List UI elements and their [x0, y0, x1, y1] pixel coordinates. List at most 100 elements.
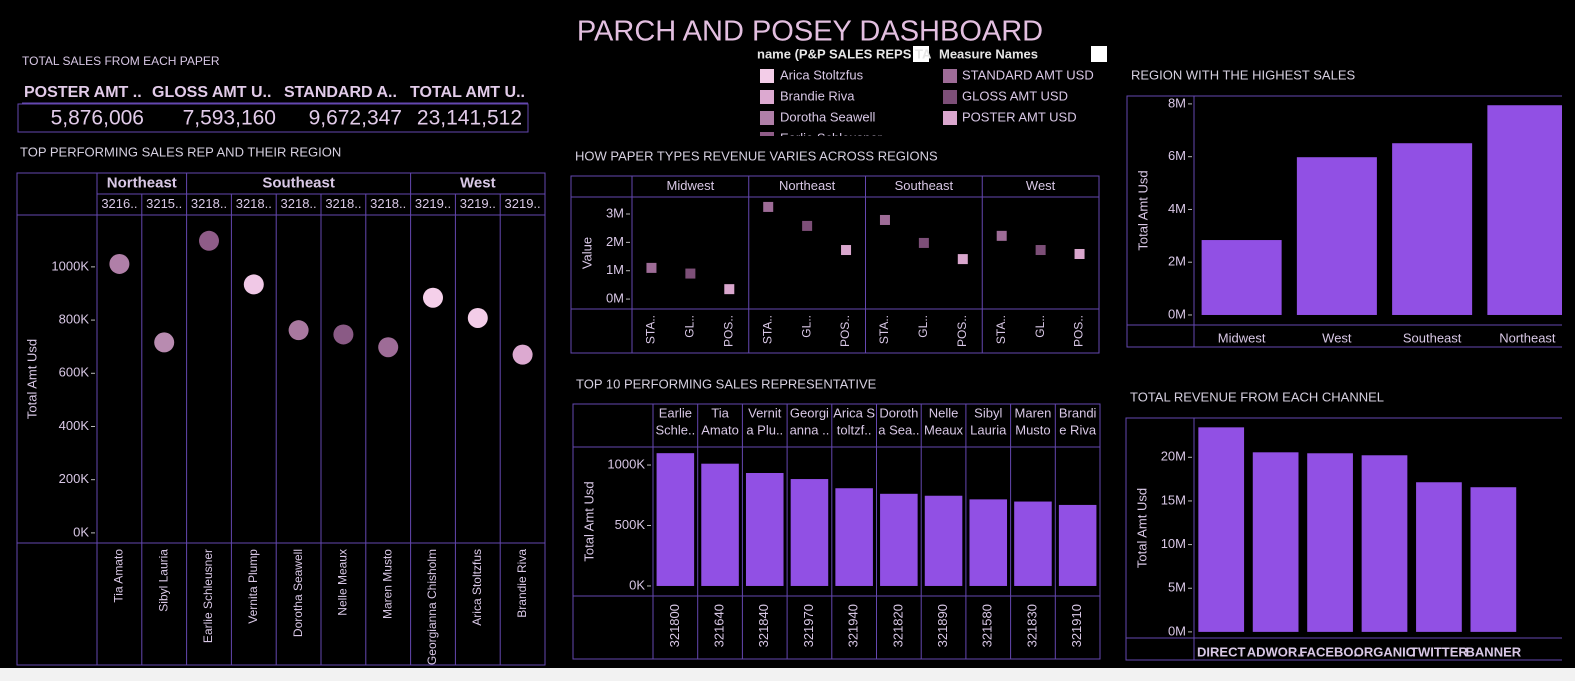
bar — [790, 479, 829, 586]
x-tick-label: Northeast — [1499, 330, 1556, 345]
legend-swatch — [760, 69, 774, 83]
y-tick-label: 200K — [59, 471, 90, 486]
frame — [16, 172, 546, 666]
point — [724, 284, 735, 295]
y-tick-label: 2M — [606, 234, 624, 249]
x-tick-label: West — [1322, 330, 1352, 345]
legend-label: Arica Stoltzfus — [780, 67, 864, 82]
section-title: TOTAL REVENUE FROM EACH CHANNEL — [1130, 389, 1384, 404]
y-tick-label: 600K — [59, 365, 90, 380]
id-header: 3215.. — [146, 196, 182, 211]
legend-label: Dorotha Seawell — [780, 109, 875, 124]
charts: TOTAL SALES FROM EACH PAPER POSTER AMT ..… — [16, 54, 1101, 666]
dot — [109, 253, 130, 274]
bar — [1487, 105, 1562, 315]
kpi-value: 5,876,006 — [51, 107, 144, 130]
y-tick-label: 20M — [1161, 449, 1186, 464]
y-tick-label: 2M — [1168, 254, 1186, 269]
section-title: REGION WITH THE HIGHEST SALES — [1131, 67, 1355, 82]
legend-label: Earlie Schleusner — [780, 130, 883, 145]
id-label: 321800 — [667, 604, 682, 647]
x-tick-label: GL.. — [683, 315, 697, 338]
legend-swatch — [760, 111, 774, 125]
legend-title: name (P&P SALES REPS TA — [757, 46, 932, 61]
x-tick-label: Vernita Plump — [246, 549, 260, 624]
x-tick-label: Georgianna Chisholm — [425, 549, 439, 665]
id-header: 3218.. — [370, 196, 406, 211]
y-axis-label: Total Amt Usd — [581, 481, 596, 561]
point — [957, 254, 968, 265]
point — [879, 214, 890, 225]
x-tick-label: Maren Musto — [380, 549, 394, 619]
id-header: 3216.. — [101, 196, 137, 211]
bar — [880, 493, 918, 586]
facet-header: Midwest — [667, 178, 715, 193]
x-tick-label: TWITTER — [1410, 644, 1468, 659]
bar — [701, 463, 739, 586]
bar — [1307, 453, 1353, 632]
id-label: 321840 — [756, 604, 771, 647]
id-header: 3219.. — [415, 196, 451, 211]
facet-header: West — [1026, 178, 1056, 193]
y-tick-label: 5M — [1168, 580, 1186, 595]
id-header: 3218.. — [325, 196, 361, 211]
legend-menu[interactable] — [1091, 46, 1107, 62]
legend-swatch — [760, 90, 774, 104]
id-label: 321830 — [1024, 604, 1039, 647]
point — [685, 268, 696, 279]
y-tick-label: 500K — [615, 517, 646, 532]
dot — [288, 320, 309, 341]
legend-menu[interactable] — [913, 46, 929, 62]
x-tick-label: POS.. — [1072, 315, 1086, 347]
x-header-label: anna .. — [790, 422, 830, 437]
y-tick-label: 8M — [1168, 95, 1186, 110]
y-tick-label: 0K — [629, 577, 645, 592]
y-axis-label: Total Amt Usd — [1135, 170, 1150, 250]
x-tick-label: BANNER — [1466, 644, 1522, 659]
x-tick-label: Southeast — [1403, 330, 1462, 345]
y-tick-label: 3M — [606, 205, 624, 220]
dot — [378, 337, 399, 358]
kpi-header: STANDARD A.. — [284, 84, 397, 101]
legend-label: Brandie Riva — [780, 88, 855, 103]
section-title: TOP PERFORMING SALES REP AND THEIR REGIO… — [20, 144, 341, 159]
x-tick-label: GL.. — [799, 315, 813, 338]
y-tick-label: 0M — [606, 291, 624, 306]
y-tick-label: 4M — [1168, 201, 1186, 216]
x-tick-label: STA.. — [877, 315, 891, 344]
bar — [1014, 501, 1052, 586]
status-bar — [0, 668, 1575, 681]
legend-swatch — [943, 90, 957, 104]
x-tick-label: Nelle Meaux — [336, 549, 350, 616]
kpi-value: 7,593,160 — [183, 107, 276, 130]
bar — [1416, 482, 1462, 632]
point — [841, 245, 852, 256]
x-tick-label: POS.. — [955, 315, 969, 347]
x-tick-label: Midwest — [1218, 330, 1266, 345]
x-header-label: Maren — [1015, 405, 1052, 420]
x-tick-label: STA.. — [644, 315, 658, 344]
legends: name (P&P SALES REPS TA Arica Stoltzfus Br… — [757, 46, 1094, 145]
x-header-label: a Sea.. — [878, 422, 919, 437]
x-header-label: Earlie — [659, 405, 692, 420]
bar — [1296, 157, 1377, 315]
kpi-header: TOTAL AMT U.. — [410, 84, 525, 101]
x-header-label: Doroth — [879, 405, 918, 420]
id-label: 321970 — [801, 604, 816, 647]
dot — [423, 287, 443, 308]
legend-label: GLOSS AMT USD — [962, 88, 1068, 103]
x-header-label: toltzf.. — [837, 422, 872, 437]
x-header-label: Musto — [1015, 422, 1050, 437]
right-charts: REGION WITH THE HIGHEST SALES Midwest West… — [1125, 67, 1562, 661]
id-header: 3218.. — [191, 196, 227, 211]
id-label: 321910 — [1069, 604, 1084, 647]
x-tick-label: GL.. — [1033, 315, 1047, 338]
y-axis-label: Total Amt Usd — [1134, 488, 1149, 568]
x-tick-label: ADWOR.. — [1247, 644, 1305, 659]
x-tick-label: FACEBO.. — [1299, 644, 1360, 659]
point — [646, 262, 657, 273]
id-label: 321640 — [711, 604, 726, 647]
kpi-value: 23,141,512 — [417, 107, 522, 130]
dot — [199, 230, 219, 251]
